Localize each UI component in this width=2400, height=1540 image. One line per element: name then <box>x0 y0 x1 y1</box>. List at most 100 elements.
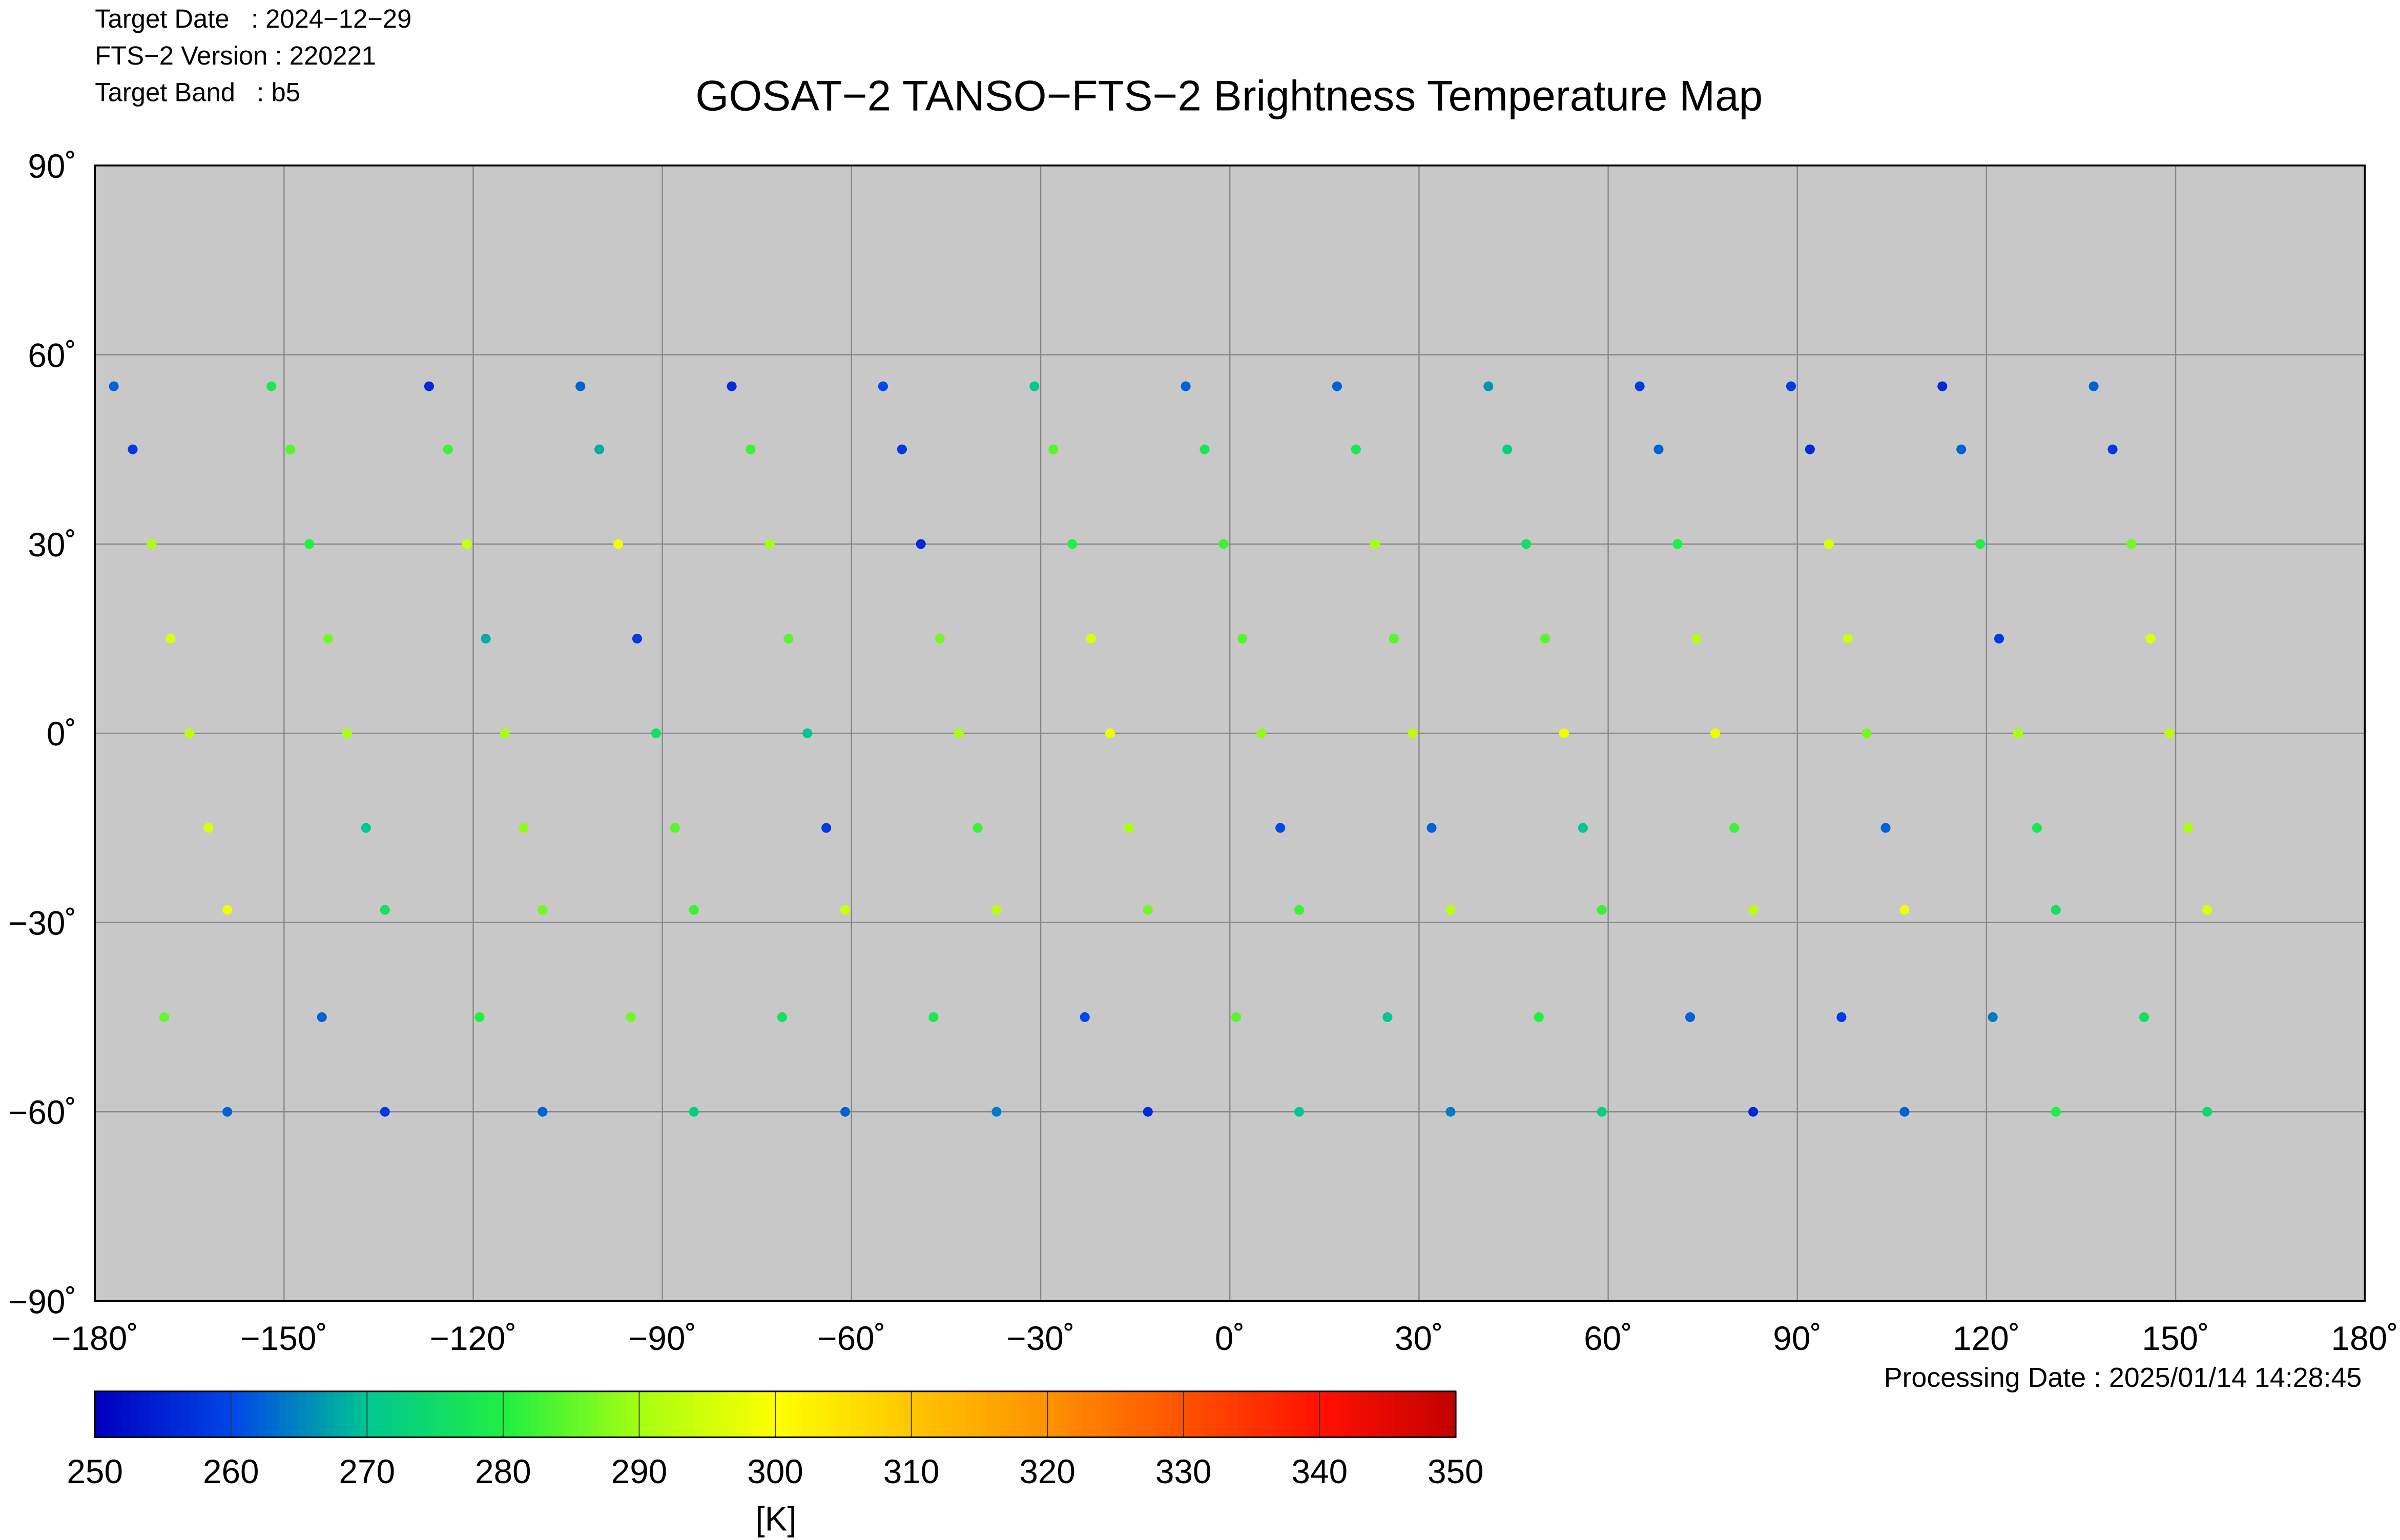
colorbar-segment <box>768 1391 776 1438</box>
colorbar-segment <box>1394 1391 1402 1438</box>
colorbar-segment <box>945 1391 954 1438</box>
colorbar-segment <box>1013 1391 1021 1438</box>
x-tick-label: 30˚ <box>1395 1320 1443 1357</box>
colorbar-segment <box>1278 1391 1287 1438</box>
colorbar-tick-label: 340 <box>1291 1453 1348 1490</box>
colorbar-segment <box>142 1391 151 1438</box>
header-line: Target Band : b5 <box>95 78 300 107</box>
colorbar-segment <box>1102 1391 1110 1438</box>
observation-point <box>1691 634 1702 644</box>
colorbar-segment <box>1176 1391 1185 1438</box>
colorbar-segment <box>795 1391 803 1438</box>
observation-point <box>1534 1012 1544 1022</box>
colorbar-segment <box>197 1391 205 1438</box>
colorbar-segment <box>122 1391 130 1438</box>
colorbar-segment <box>911 1391 919 1438</box>
observation-point <box>727 381 737 391</box>
colorbar-segment <box>809 1391 817 1438</box>
colorbar-segment <box>1380 1391 1389 1438</box>
colorbar-segment <box>1061 1391 1069 1438</box>
colorbar-segment <box>156 1391 164 1438</box>
colorbar-segment <box>353 1391 361 1438</box>
colorbar-segment <box>1210 1391 1218 1438</box>
x-tick-label: 90˚ <box>1773 1320 1822 1357</box>
colorbar-tick-label: 260 <box>203 1453 259 1490</box>
x-tick-label: 150˚ <box>2142 1320 2209 1357</box>
colorbar-segment <box>1081 1391 1089 1438</box>
observation-point <box>380 905 390 915</box>
observation-point <box>443 444 453 454</box>
observation-point <box>2051 1107 2061 1117</box>
observation-point <box>1824 539 1834 549</box>
colorbar-segment <box>857 1391 865 1438</box>
colorbar-segment <box>285 1391 294 1438</box>
colorbar-segment <box>1258 1391 1266 1438</box>
observation-point <box>1445 1107 1456 1117</box>
colorbar-segment <box>455 1391 464 1438</box>
header-line: FTS−2 Version : 220221 <box>95 41 376 70</box>
colorbar-segment <box>115 1391 123 1438</box>
observation-point <box>1294 905 1305 915</box>
y-tick-label: 60˚ <box>28 337 76 374</box>
chart-title: GOSAT−2 TANSO−FTS−2 Brightness Temperatu… <box>695 71 1763 119</box>
colorbar-segment <box>1217 1391 1226 1438</box>
observation-point <box>670 823 680 833</box>
x-tick-label: −180˚ <box>51 1320 138 1357</box>
observation-point <box>1880 823 1891 833</box>
colorbar-segment <box>394 1391 402 1438</box>
colorbar-segment <box>129 1391 137 1438</box>
colorbar-segment <box>918 1391 926 1438</box>
colorbar-segment <box>816 1391 824 1438</box>
colorbar-segment <box>639 1391 647 1438</box>
colorbar-segment <box>884 1391 892 1438</box>
colorbar-segment <box>836 1391 844 1438</box>
y-tick-label: 0˚ <box>47 715 76 753</box>
colorbar-segment <box>979 1391 987 1438</box>
colorbar-segment <box>231 1391 239 1438</box>
colorbar-segment <box>1027 1391 1035 1438</box>
colorbar-segment <box>176 1391 184 1438</box>
observation-point <box>878 381 888 391</box>
x-tick-label: 60˚ <box>1584 1320 1632 1357</box>
observation-point <box>840 1107 851 1117</box>
colorbar-segment <box>265 1391 273 1438</box>
observation-point <box>304 539 315 549</box>
observation-point <box>342 728 352 738</box>
colorbar-segment <box>830 1391 838 1438</box>
colorbar-segment <box>802 1391 811 1438</box>
observation-point <box>1994 634 2004 644</box>
colorbar-segment <box>333 1391 341 1438</box>
observation-point <box>2202 1107 2212 1117</box>
observation-point <box>689 905 699 915</box>
colorbar-segment <box>1088 1391 1096 1438</box>
observation-point <box>1937 381 1948 391</box>
colorbar-segment <box>1108 1391 1116 1438</box>
colorbar-segment <box>238 1391 246 1438</box>
colorbar-segment <box>374 1391 382 1438</box>
observation-point <box>1956 444 1967 454</box>
colorbar-segment <box>1408 1391 1416 1438</box>
colorbar-segment <box>1149 1391 1157 1438</box>
observation-point <box>1332 381 1342 391</box>
colorbar-segment <box>959 1391 967 1438</box>
colorbar-tick-label: 250 <box>67 1453 123 1490</box>
y-tick-label: 90˚ <box>28 148 76 185</box>
observation-point <box>147 539 157 549</box>
colorbar-segment <box>170 1391 178 1438</box>
colorbar-segment <box>346 1391 355 1438</box>
observation-point <box>2051 905 2061 915</box>
observation-point <box>1048 444 1059 454</box>
observation-point <box>1597 1107 1607 1117</box>
y-tick-label: −90˚ <box>8 1283 76 1320</box>
observation-point <box>424 381 434 391</box>
colorbar-segment <box>992 1391 1001 1438</box>
colorbar-segment <box>251 1391 259 1438</box>
colorbar-segment <box>1272 1391 1280 1438</box>
colorbar-segment <box>489 1391 498 1438</box>
observation-point <box>626 1012 636 1022</box>
observation-point <box>1653 444 1664 454</box>
colorbar-segment <box>537 1391 545 1438</box>
observation-point <box>2183 823 2194 833</box>
colorbar-tick-label: 300 <box>747 1453 803 1490</box>
observation-point <box>165 634 176 644</box>
